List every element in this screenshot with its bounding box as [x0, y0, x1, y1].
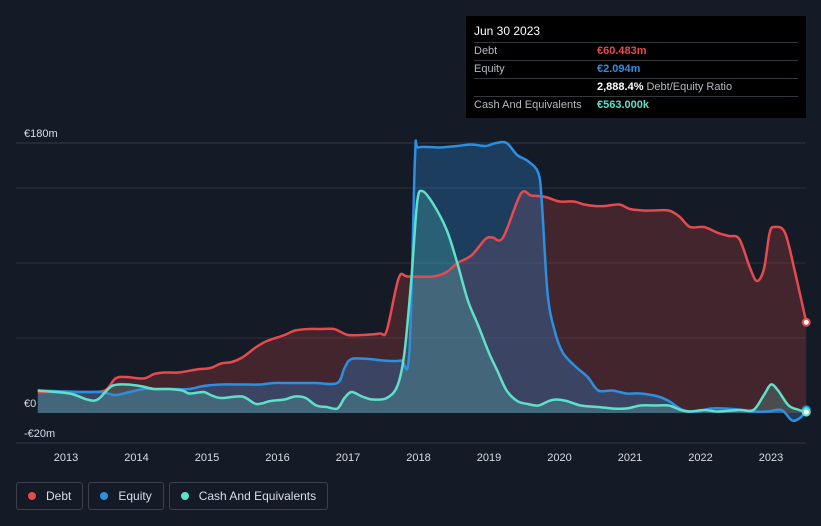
legend: Debt Equity Cash And Equivalents: [16, 482, 333, 510]
y-tick-label-0: €0: [24, 398, 36, 410]
tooltip-ratio-label: [474, 79, 597, 96]
legend-equity-dot-icon: [100, 492, 109, 500]
tooltip-row-cash: Cash And Equivalents €563.000k: [474, 96, 798, 114]
cash-and-equivalents-line: [37, 189, 807, 414]
debt-area: [37, 191, 807, 413]
legend-item-cash[interactable]: Cash And Equivalents: [168, 482, 329, 510]
tooltip-row-ratio: 2,888.4% Debt/Equity Ratio: [474, 78, 798, 96]
equity-area: [37, 140, 807, 421]
x-tick-label-2023: 2023: [759, 452, 783, 464]
cash-and-equivalents-area: [37, 190, 807, 413]
x-tick-label-2020: 2020: [547, 452, 571, 464]
legend-item-equity[interactable]: Equity: [88, 482, 164, 510]
tooltip-ratio-suffix: Debt/Equity Ratio: [646, 81, 733, 93]
tooltip-date: Jun 30 2023: [474, 24, 541, 38]
cash-and-equivalents-endpoint: [801, 407, 811, 417]
series-endpoints: [801, 317, 811, 417]
x-tick-label-2018: 2018: [406, 452, 430, 464]
tooltip-row-debt: Debt €60.483m: [474, 42, 798, 60]
x-tick-label-2013: 2013: [54, 452, 78, 464]
tooltip-row-equity: Equity €2.094m: [474, 60, 798, 78]
tooltip-ratio-value: 2,888.4%: [597, 81, 644, 93]
series-areas: [37, 140, 807, 421]
y-axis-tick-labels: €180m €0 -€20m: [24, 128, 58, 440]
x-tick-label-2014: 2014: [124, 452, 148, 464]
tooltip-panel: Jun 30 2023 Debt €60.483m Equity €2.094m…: [466, 16, 806, 118]
legend-cash-dot-icon: [180, 492, 189, 500]
legend-cash-label: Cash And Equivalents: [198, 489, 317, 503]
series-lines: [37, 139, 808, 423]
tooltip-cash-value: €563.000k: [597, 99, 649, 111]
debt-line: [37, 190, 808, 394]
debt-endpoint: [801, 317, 811, 327]
x-tick-label-2016: 2016: [265, 452, 289, 464]
y-tick-label-180: €180m: [24, 128, 58, 140]
legend-debt-label: Debt: [46, 489, 72, 503]
tooltip-debt-value: €60.483m: [597, 45, 647, 57]
tooltip-cash-label: Cash And Equivalents: [474, 99, 582, 111]
x-tick-label-2021: 2021: [618, 452, 642, 464]
grid-lines: [16, 142, 805, 444]
tooltip-equity-label: Equity: [474, 63, 505, 75]
legend-debt-dot-icon: [28, 492, 36, 500]
x-tick-label-2017: 2017: [336, 452, 360, 464]
tooltip-debt-label: Debt: [474, 45, 498, 57]
x-tick-label-2015: 2015: [195, 452, 219, 464]
x-tick-label-2022: 2022: [688, 452, 712, 464]
x-tick-label-2019: 2019: [477, 452, 501, 464]
legend-equity-label: Equity: [118, 489, 152, 503]
legend-item-debt[interactable]: Debt: [16, 482, 84, 510]
tooltip-equity-value: €2.094m: [597, 63, 641, 75]
x-axis-tick-labels: 2013 2014 2015 2016 2017 2018 2019 2020 2021 2022…: [54, 452, 783, 464]
y-tick-label--20: -€20m: [24, 428, 55, 440]
